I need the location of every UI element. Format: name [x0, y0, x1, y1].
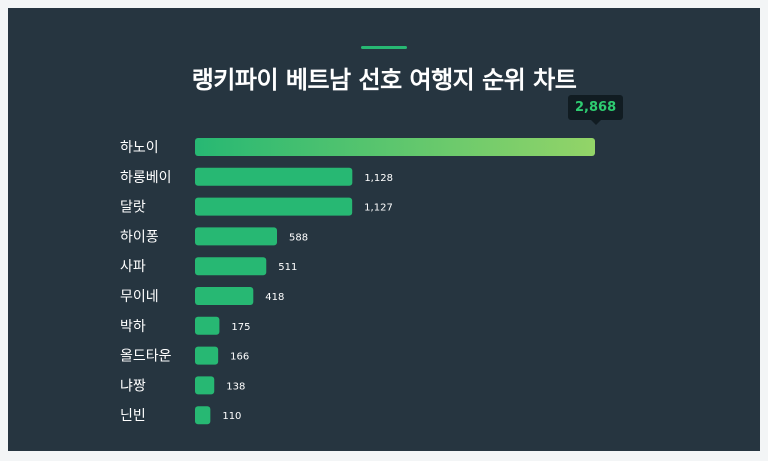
- value-tooltip: 2,868: [568, 95, 624, 125]
- category-label: 냐짱: [120, 378, 146, 394]
- bar: [195, 346, 219, 365]
- chart-card: [8, 8, 760, 451]
- bar: [195, 167, 353, 186]
- bar: [195, 406, 211, 425]
- bar: [195, 316, 220, 335]
- chart-title: 랭키파이 베트남 선호 여행지 순위 차트: [191, 66, 577, 94]
- bar: [195, 287, 254, 305]
- category-label: 박하: [120, 319, 146, 335]
- category-label: 닌빈: [120, 408, 146, 424]
- value-label: 1,128: [364, 173, 393, 184]
- value-label: 138: [226, 381, 245, 392]
- value-label: 511: [278, 262, 297, 273]
- value-label: 418: [265, 292, 284, 303]
- category-label: 하이퐁: [120, 229, 159, 245]
- bar: [195, 138, 595, 156]
- category-label: 올드타운: [120, 349, 172, 365]
- value-label: 1,127: [364, 203, 393, 214]
- value-label: 166: [230, 352, 249, 363]
- value-label: 175: [231, 322, 250, 333]
- category-label: 하롱베이: [120, 170, 172, 186]
- bar: [195, 197, 353, 216]
- category-label: 하노이: [120, 140, 159, 156]
- bar: [195, 257, 267, 276]
- bar: [195, 376, 215, 395]
- title-accent-line: [361, 46, 407, 49]
- value-label: 588: [289, 232, 308, 243]
- category-label: 사파: [120, 259, 146, 275]
- value-label: 110: [222, 411, 241, 422]
- category-label: 달랏: [120, 200, 146, 216]
- category-label: 무이네: [120, 289, 159, 305]
- bar: [195, 227, 278, 246]
